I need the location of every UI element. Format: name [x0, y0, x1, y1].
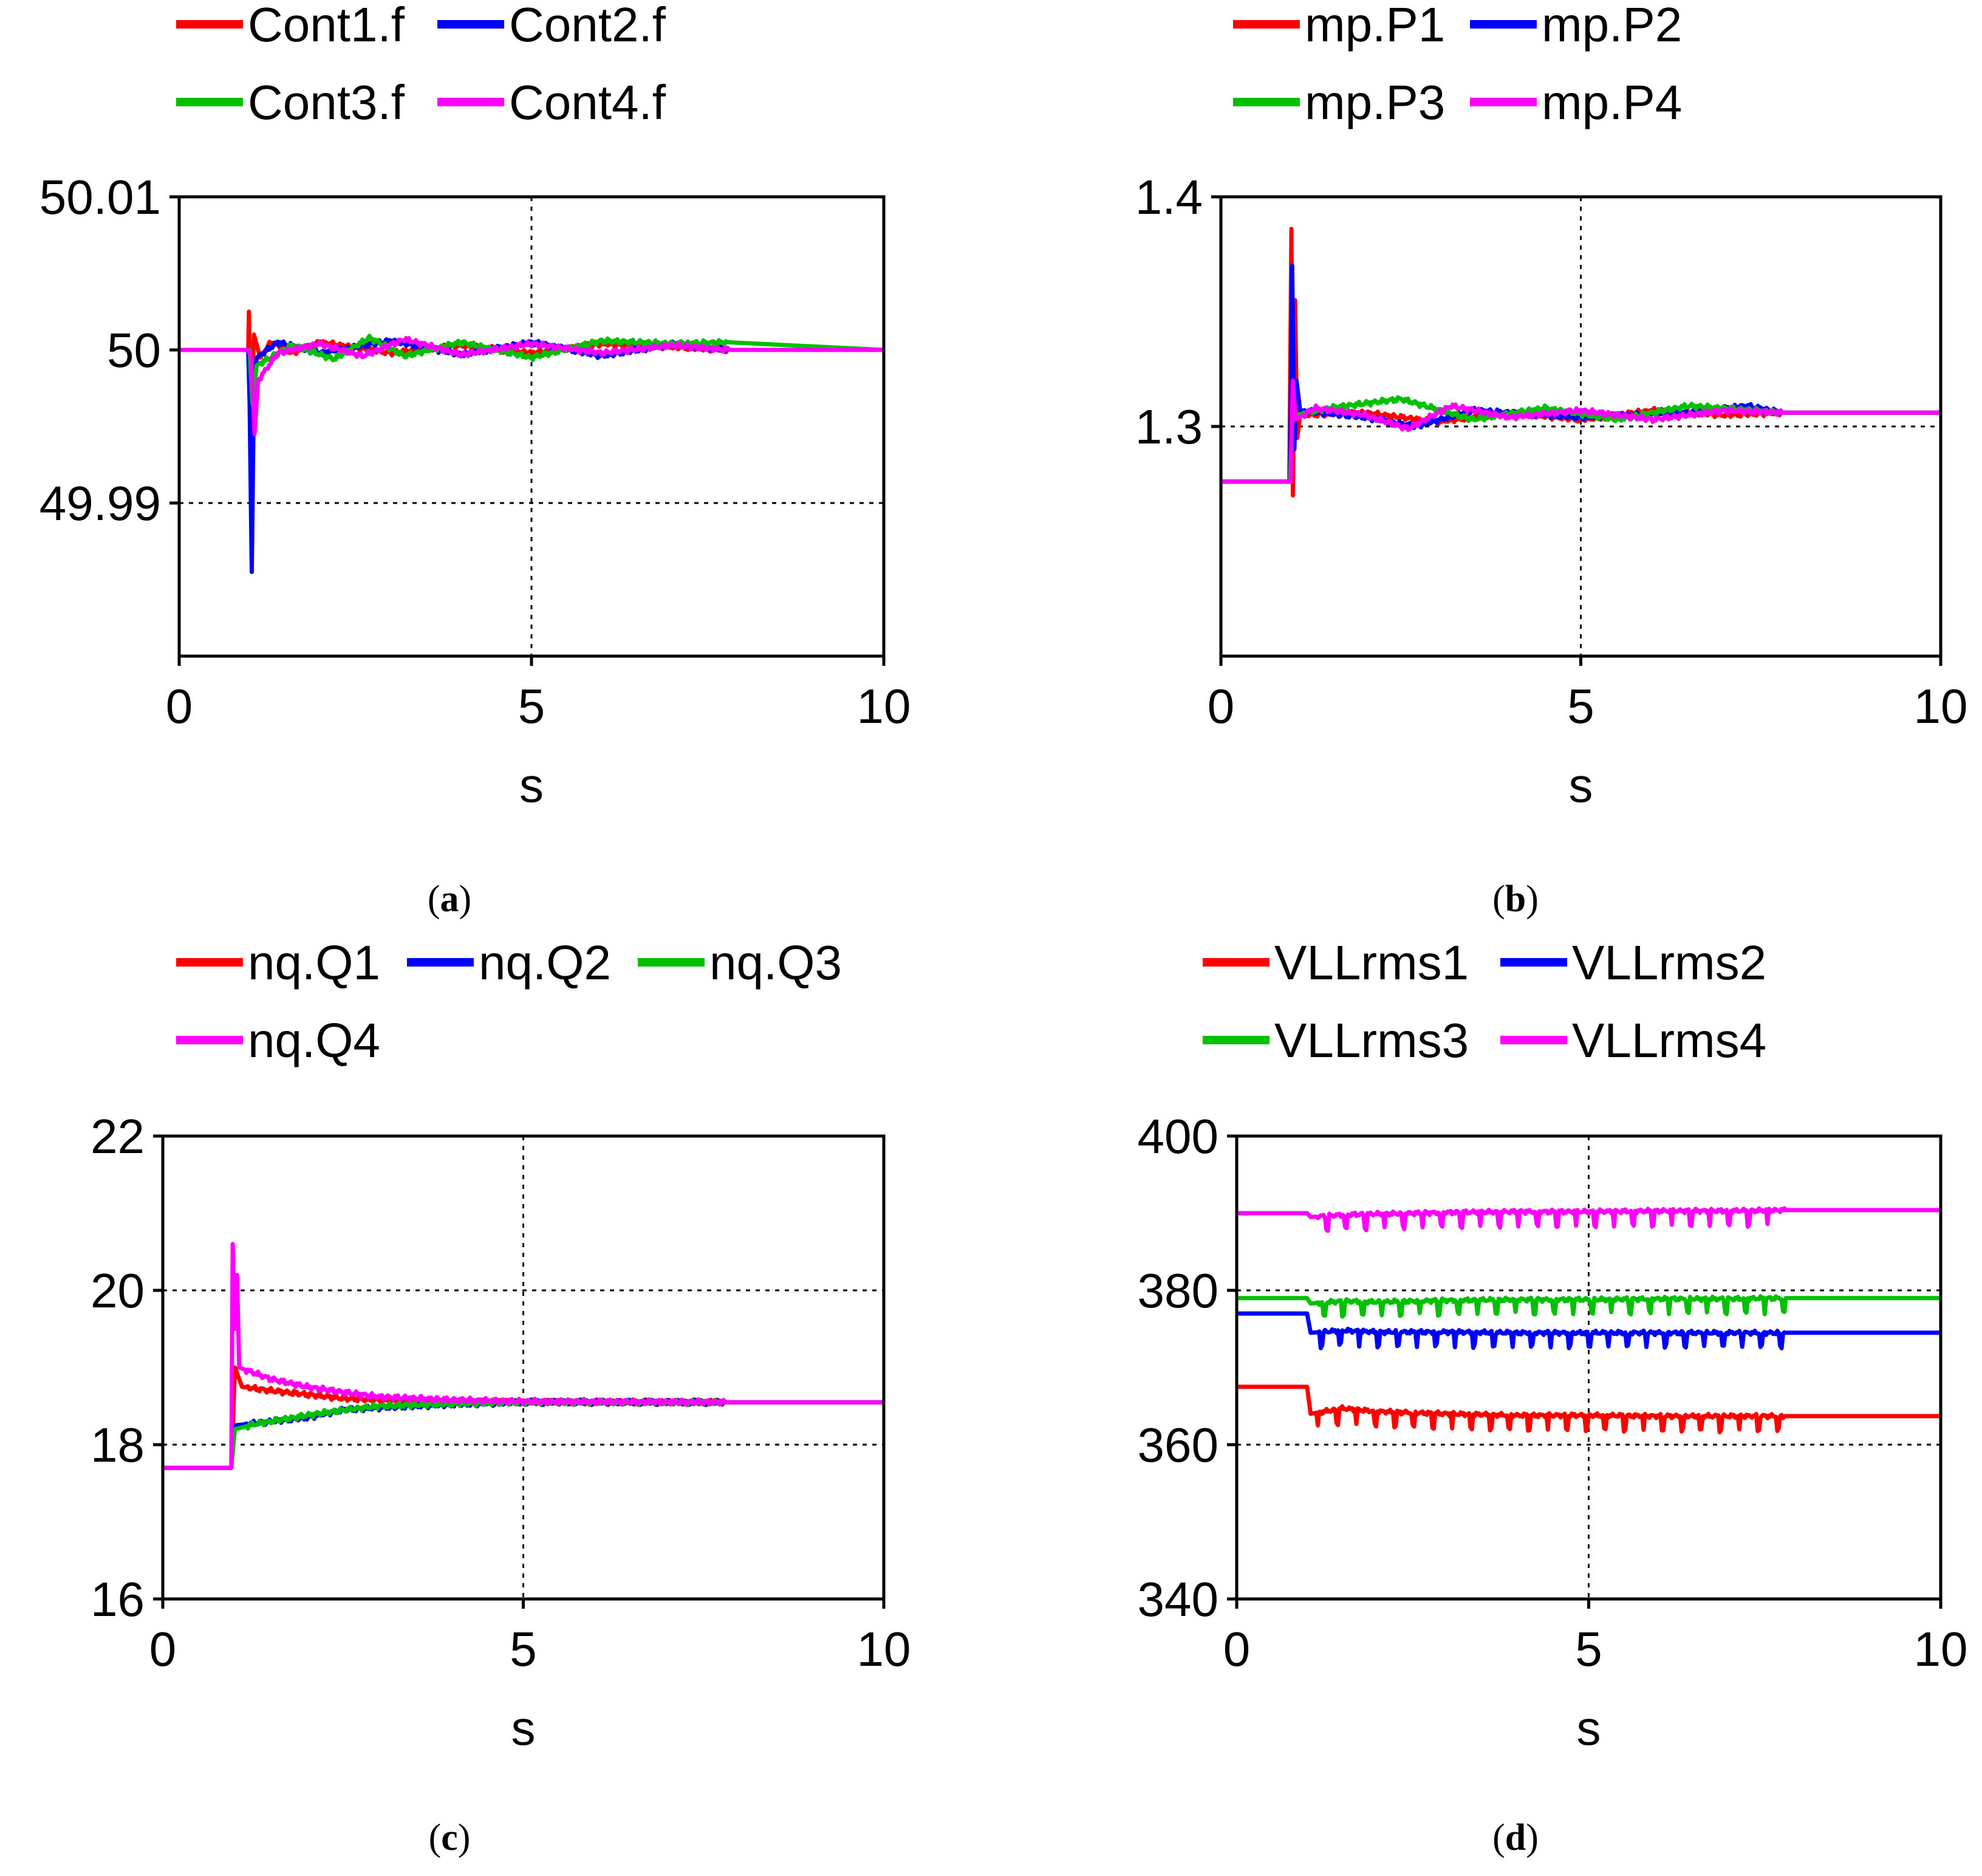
- legend-label-nq-q2: nq.Q2: [479, 936, 611, 990]
- series-line-vllrms1: [1237, 1385, 1941, 1434]
- series-line-mp-p4: [1221, 378, 1941, 484]
- panel-a: Cont1.f Cont2.f Cont3.f Cont4.f 0 5 10 50.01 50 4…: [39, 0, 911, 920]
- series-line-vllrms4: [1237, 1206, 1941, 1233]
- y-tick-label: 18: [91, 1418, 145, 1472]
- y-tick-label: 380: [1138, 1264, 1218, 1318]
- y-tick-label: 340: [1138, 1572, 1218, 1626]
- legend-label-mp-p1: mp.P1: [1305, 0, 1445, 52]
- series-line-vllrms2: [1237, 1311, 1941, 1351]
- legend-label-nq-q3: nq.Q3: [709, 936, 842, 990]
- x-tick-label: 0: [166, 679, 193, 733]
- legend-label-vllrms1: VLLrms1: [1274, 936, 1469, 990]
- panel-caption: (c): [429, 1817, 471, 1858]
- legend-label-mp-p4: mp.P4: [1542, 75, 1682, 129]
- legend-label-nq-q1: nq.Q1: [248, 936, 380, 990]
- series-line-vllrms3: [1237, 1294, 1941, 1319]
- x-axis-label: s: [1577, 1701, 1601, 1755]
- y-tick-label: 400: [1138, 1109, 1218, 1163]
- panel-c: nq.Q1 nq.Q2 nq.Q3 nq.Q4 0 5 10 22 20 18 16 s (c): [91, 936, 911, 1858]
- y-tick-label: 20: [91, 1264, 145, 1318]
- y-tick-label: 50.01: [39, 170, 161, 224]
- y-tick-label: 49.99: [39, 476, 161, 530]
- x-axis-label: s: [1569, 758, 1593, 812]
- legend-label-cont1-f: Cont1.f: [248, 0, 405, 52]
- legend-label-mp-p2: mp.P2: [1542, 0, 1682, 52]
- legend-label-cont3-f: Cont3.f: [248, 75, 405, 129]
- x-tick-label: 5: [1575, 1622, 1602, 1676]
- y-tick-label: 22: [91, 1109, 145, 1163]
- legend-label-cont4-f: Cont4.f: [509, 75, 666, 129]
- legend-label-vllrms4: VLLrms4: [1572, 1013, 1766, 1067]
- x-tick-label: 5: [1567, 679, 1594, 733]
- x-axis-label: s: [519, 758, 544, 812]
- y-tick-label: 360: [1138, 1418, 1218, 1472]
- panel-caption: (b): [1492, 878, 1539, 920]
- y-tick-label: 16: [91, 1572, 145, 1626]
- panel-caption: (a): [428, 878, 471, 920]
- x-tick-label: 5: [518, 679, 545, 733]
- legend-label-vllrms3: VLLrms3: [1274, 1013, 1469, 1067]
- x-tick-label: 10: [857, 679, 911, 733]
- x-tick-label: 0: [149, 1622, 177, 1676]
- x-tick-label: 5: [510, 1622, 537, 1676]
- x-tick-label: 10: [1914, 679, 1968, 733]
- y-tick-label: 1.3: [1135, 400, 1203, 454]
- y-tick-label: 50: [107, 323, 161, 377]
- legend-label-vllrms2: VLLrms2: [1572, 936, 1766, 990]
- x-axis-label: s: [511, 1701, 536, 1755]
- x-tick-label: 10: [857, 1622, 911, 1676]
- x-tick-label: 0: [1223, 1622, 1251, 1676]
- panel-d: VLLrms1 VLLrms2 VLLrms3 VLLrms4 0 5 10 400 380 36…: [1138, 936, 1968, 1858]
- legend-label-nq-q4: nq.Q4: [248, 1013, 380, 1067]
- legend-label-cont2-f: Cont2.f: [509, 0, 666, 52]
- panel-b: mp.P1 mp.P2 mp.P3 mp.P4 0 5 10 1.4 1.3 s (b): [1135, 0, 1968, 920]
- y-tick-label: 1.4: [1135, 170, 1203, 224]
- series-line-nq-q4: [163, 1242, 884, 1470]
- x-tick-label: 0: [1208, 679, 1235, 733]
- x-tick-label: 10: [1914, 1622, 1968, 1676]
- series-line-cont4-f: [179, 336, 884, 437]
- panel-caption: (d): [1492, 1817, 1539, 1858]
- legend-label-mp-p3: mp.P3: [1305, 75, 1445, 129]
